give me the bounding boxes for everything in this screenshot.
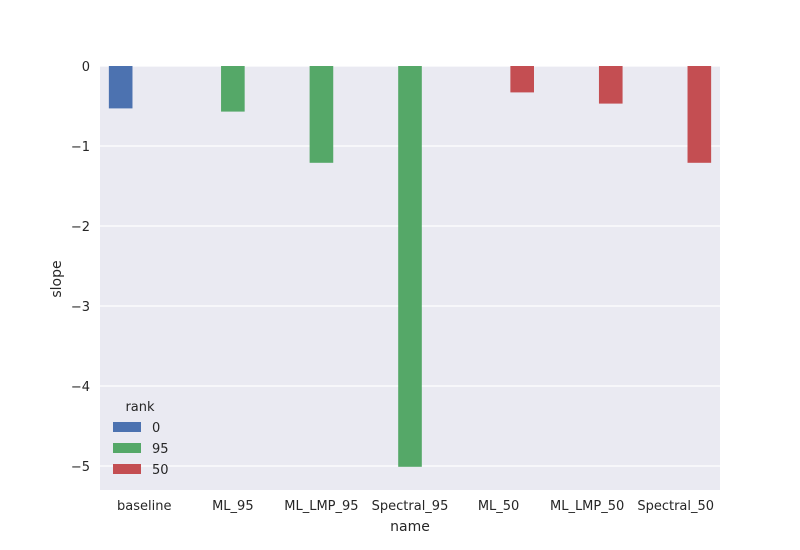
- legend-title: rank: [125, 400, 155, 415]
- legend-swatch: [113, 422, 141, 432]
- bar-ML_LMP_95: [309, 66, 334, 163]
- y-tick-labels: 0 −1 −2 −3 −4 −5: [71, 60, 90, 475]
- legend-label: 95: [152, 442, 169, 457]
- legend-entries: 0 95 50: [113, 421, 169, 478]
- x-tick-label: ML_95: [212, 499, 254, 514]
- bar-ML_50: [510, 66, 534, 93]
- x-axis-label: name: [390, 519, 430, 535]
- y-tick-label: −2: [71, 220, 90, 235]
- bar-ML_LMP_50: [598, 66, 623, 104]
- x-tick-label: ML_50: [478, 499, 520, 514]
- legend-swatch: [113, 464, 141, 474]
- bar-Spectral_50: [687, 66, 712, 163]
- legend: rank 0 95 50: [113, 400, 169, 478]
- x-tick-label: ML_LMP_50: [550, 499, 624, 514]
- x-tick-label: Spectral_95: [372, 499, 449, 514]
- y-tick-label: −1: [71, 140, 90, 155]
- x-tick-label: baseline: [117, 499, 171, 514]
- y-tick-label: −3: [71, 300, 90, 315]
- y-axis-label: slope: [49, 260, 65, 297]
- bars: [108, 66, 712, 467]
- x-tick-labels: baseline ML_95 ML_LMP_95 Spectral_95 ML_50 ML…: [117, 499, 714, 514]
- y-tick-label: 0: [82, 60, 90, 75]
- y-tick-label: −4: [71, 380, 90, 395]
- legend-swatch: [113, 443, 141, 453]
- x-tick-label: ML_LMP_95: [284, 499, 358, 514]
- legend-label: 50: [152, 463, 169, 478]
- bar-Spectral_95: [398, 66, 422, 467]
- bar-baseline: [108, 66, 133, 109]
- y-tick-label: −5: [71, 460, 90, 475]
- legend-label: 0: [152, 421, 160, 436]
- x-tick-label: Spectral_50: [637, 499, 714, 514]
- bar-ML_95: [221, 66, 245, 112]
